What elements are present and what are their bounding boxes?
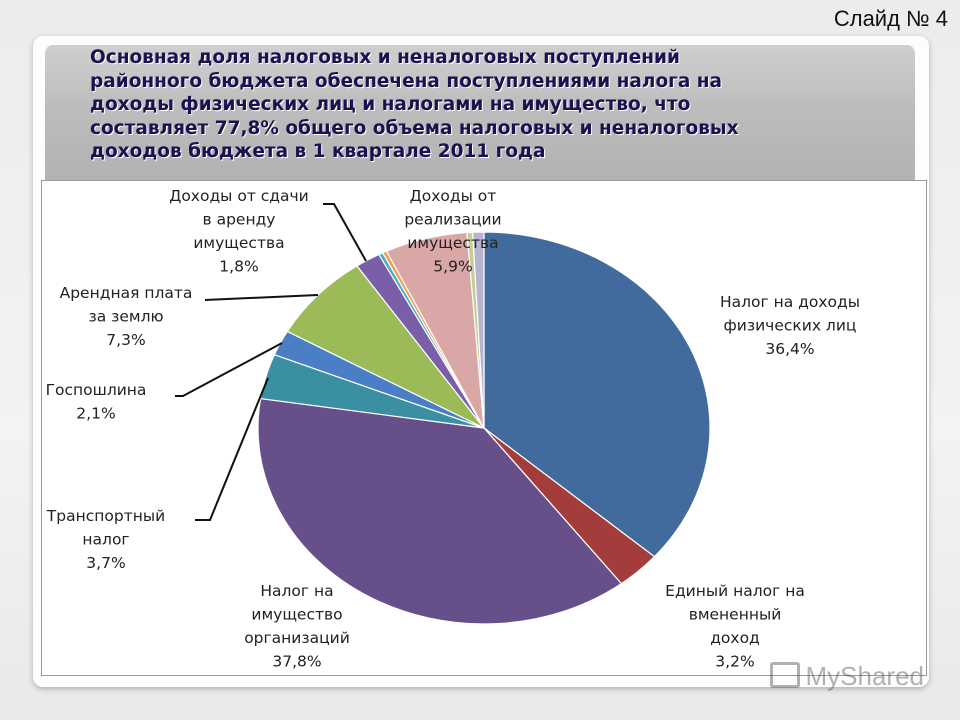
slice-name-line: имущество <box>251 606 342 624</box>
slice-name-line: Единый налог на <box>665 582 805 600</box>
slice-label: Транспортный налог 3,7% <box>46 507 165 572</box>
slice-name-line: Доходы от сдачи <box>169 187 309 205</box>
slice-label: Налог на доходы физических лиц 36,4% <box>720 293 860 358</box>
title-line: Основная доля налоговых и неналоговых по… <box>90 47 680 68</box>
title-line: доходы физических лиц и налогами на имущ… <box>90 94 691 115</box>
presentation-icon <box>769 662 800 688</box>
slice-value-label: 7,3% <box>106 331 145 349</box>
pie-slice <box>472 231 485 429</box>
slice-name-line: имущества <box>407 234 498 252</box>
leader-line <box>175 342 283 397</box>
slice-label: Налог на имущество организаций 37,8% <box>244 582 350 671</box>
leader-line <box>195 377 269 521</box>
slice-value-label: 3,2% <box>715 653 754 671</box>
pie-slice <box>483 231 711 558</box>
slice-name-line: Госпошлина <box>46 381 147 399</box>
watermark: MyShared <box>769 661 925 692</box>
slice-name-line: Доходы от <box>410 187 497 205</box>
leader-line <box>204 294 319 301</box>
title-band <box>45 45 915 181</box>
slice-value-label: 3,7% <box>86 554 125 572</box>
slice-value-label: 1,8% <box>219 258 258 276</box>
leader-lines <box>175 203 367 521</box>
slide-title: Основная доля налоговых и неналоговых по… <box>90 46 890 164</box>
pie-slices <box>257 231 711 625</box>
slice-value-label: 36,4% <box>765 340 814 358</box>
slice-value-label: 37,8% <box>272 653 321 671</box>
slice-label: Арендная плата за землю 7,3% <box>60 284 193 349</box>
slice-name-line: за землю <box>88 308 163 326</box>
slice-name-line: Налог на <box>260 582 333 600</box>
slice-name-line: Арендная плата <box>60 284 193 302</box>
slice-label: Единый налог на вмененный доход 3,2% <box>665 582 805 671</box>
slice-name-line: доход <box>710 629 760 647</box>
slice-name-line: Транспортный <box>46 507 165 525</box>
title-line: составляет 77,8% общего объема налоговых… <box>90 117 739 139</box>
slice-label: Госпошлина 2,1% <box>46 381 147 423</box>
slice-name-line: налог <box>82 531 129 549</box>
slice-name-line: Налог на доходы <box>720 293 860 311</box>
slide-number: Слайд № 4 <box>833 6 948 31</box>
watermark-text: MyShared <box>805 661 925 691</box>
slice-label: Доходы от реализации имущества 5,9% <box>404 187 501 276</box>
slice-name-line: физических лиц <box>724 317 857 335</box>
slice-name-line: организаций <box>244 629 350 647</box>
slice-labels: Налог на доходы физических лиц 36,4% Единый… <box>46 187 860 671</box>
pie-slice <box>257 397 623 625</box>
leader-line <box>323 203 367 262</box>
slice-value-label: 5,9% <box>433 258 472 276</box>
slice-name-line: в аренду <box>203 211 276 229</box>
slice-name-line: реализации <box>404 211 501 229</box>
title-line: районного бюджета обеспечена поступления… <box>90 70 723 92</box>
slice-name-line: имущества <box>193 234 284 252</box>
title-line: доходов бюджета в 1 квартале 2011 года <box>90 141 546 162</box>
slice-name-line: вмененный <box>689 606 782 624</box>
slice-value-label: 2,1% <box>76 405 115 423</box>
slice-label: Доходы от сдачи в аренду имущества 1,8% <box>169 187 309 276</box>
